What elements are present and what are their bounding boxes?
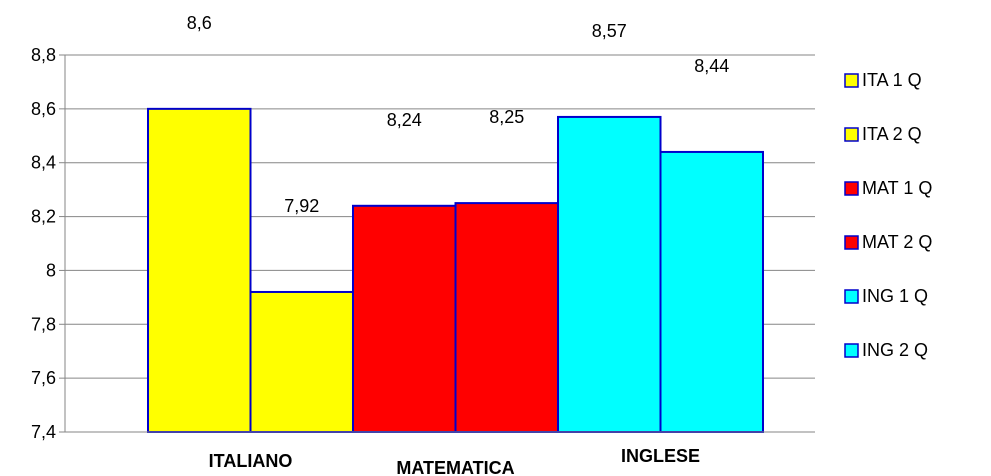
y-tick-label: 8,4 (31, 153, 56, 173)
x-category-label: MATEMATICA (396, 458, 514, 476)
x-category-label: ITALIANO (209, 451, 293, 471)
y-tick-label: 8,8 (31, 45, 56, 65)
bar-ing-2-q (659, 150, 764, 433)
legend-swatch (844, 343, 859, 358)
y-tick-label: 8,6 (31, 99, 56, 119)
y-tick-label: 8 (46, 260, 56, 280)
legend-swatch (844, 181, 859, 196)
legend-swatch (844, 235, 859, 250)
legend-label: ITA 2 Q (862, 124, 922, 144)
y-tick-label: 7,4 (31, 422, 56, 442)
bar-ita-2-q (249, 290, 354, 433)
legend-label: ING 1 Q (862, 286, 928, 306)
data-label: 8,57 (592, 21, 627, 41)
legend-label: MAT 1 Q (862, 178, 932, 198)
y-tick-label: 8,2 (31, 207, 56, 227)
legend-swatch (844, 127, 859, 142)
data-label: 8,6 (187, 13, 212, 33)
data-label: 8,25 (489, 107, 524, 127)
legend-label: ITA 1 Q (862, 70, 922, 90)
x-category-label: INGLESE (621, 446, 700, 466)
legend-swatch (844, 73, 859, 88)
legend-swatch (844, 289, 859, 304)
bar-ita-1-q (147, 107, 252, 433)
y-tick-label: 7,8 (31, 314, 56, 334)
bar-ing-1-q (557, 115, 662, 434)
bar-mat-1-q (352, 204, 457, 433)
legend-label: MAT 2 Q (862, 232, 932, 252)
data-label: 8,44 (694, 56, 729, 76)
data-label: 7,92 (284, 196, 319, 216)
legend-label: ING 2 Q (862, 340, 928, 360)
data-label: 8,24 (387, 110, 422, 130)
y-tick-label: 7,6 (31, 368, 56, 388)
bar-mat-2-q (454, 202, 559, 433)
